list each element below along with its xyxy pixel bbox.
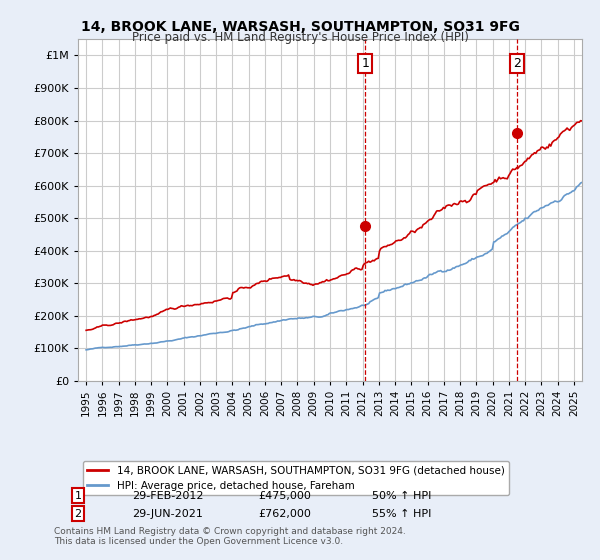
Text: Contains HM Land Registry data © Crown copyright and database right 2024.
This d: Contains HM Land Registry data © Crown c…	[54, 526, 406, 546]
Text: 55% ↑ HPI: 55% ↑ HPI	[372, 508, 431, 519]
Text: 2: 2	[74, 508, 82, 519]
Legend: 14, BROOK LANE, WARSASH, SOUTHAMPTON, SO31 9FG (detached house), HPI: Average pr: 14, BROOK LANE, WARSASH, SOUTHAMPTON, SO…	[83, 461, 509, 494]
Text: £762,000: £762,000	[258, 508, 311, 519]
Text: £475,000: £475,000	[258, 491, 311, 501]
Text: 1: 1	[361, 57, 369, 70]
Text: 2: 2	[513, 57, 521, 70]
Text: 29-JUN-2021: 29-JUN-2021	[132, 508, 203, 519]
Text: 50% ↑ HPI: 50% ↑ HPI	[372, 491, 431, 501]
Text: 29-FEB-2012: 29-FEB-2012	[132, 491, 203, 501]
Text: 14, BROOK LANE, WARSASH, SOUTHAMPTON, SO31 9FG: 14, BROOK LANE, WARSASH, SOUTHAMPTON, SO…	[80, 20, 520, 34]
Text: 1: 1	[74, 491, 82, 501]
Text: Price paid vs. HM Land Registry's House Price Index (HPI): Price paid vs. HM Land Registry's House …	[131, 31, 469, 44]
